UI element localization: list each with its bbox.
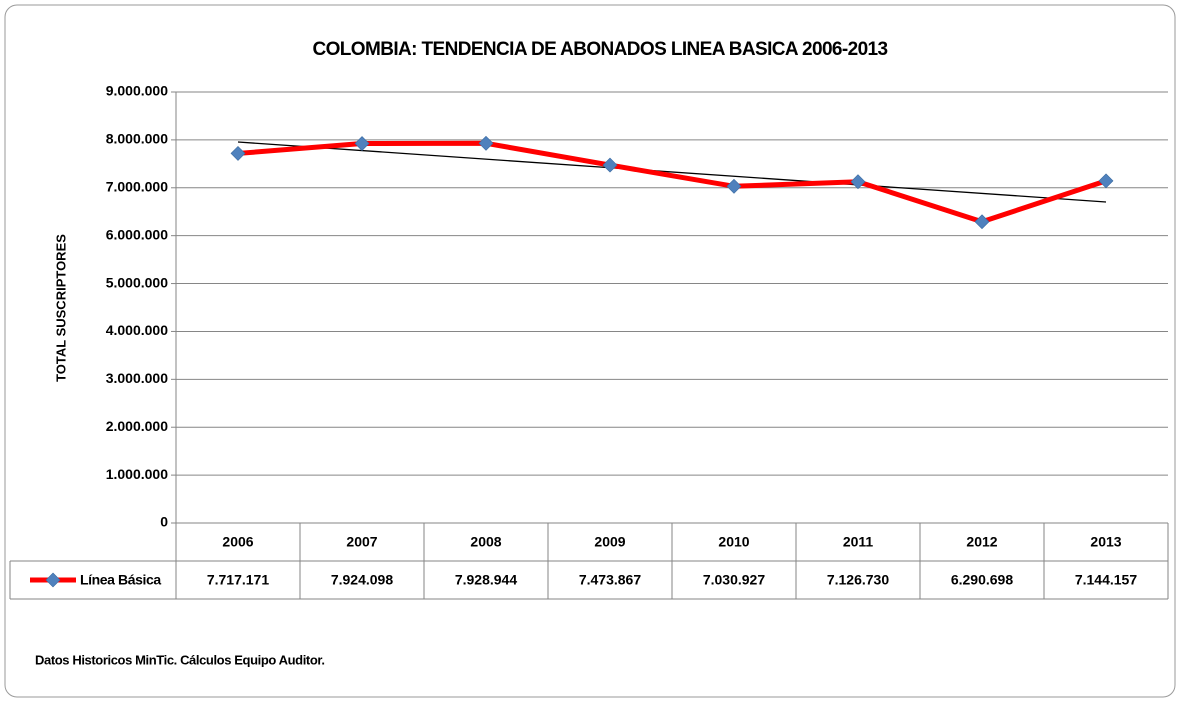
footnote: Datos Historicos MinTic. Cálculos Equipo… bbox=[35, 652, 325, 667]
y-tick-label: 1.000.000 bbox=[106, 466, 168, 482]
data-point bbox=[478, 135, 494, 151]
y-tick-label: 6.000.000 bbox=[106, 226, 168, 242]
x-tick-label: 2011 bbox=[843, 534, 874, 550]
chart-border bbox=[4, 4, 1176, 698]
y-tick-label: 8.000.000 bbox=[106, 131, 168, 147]
table-value: 6.290.698 bbox=[951, 572, 1013, 588]
x-tick-label: 2012 bbox=[966, 534, 997, 550]
data-point bbox=[1098, 173, 1114, 189]
legend-label: Línea Básica bbox=[80, 572, 161, 588]
x-tick-label: 2013 bbox=[1090, 534, 1121, 550]
table-value: 7.126.730 bbox=[827, 572, 889, 588]
chart-title: COLOMBIA: TENDENCIA DE ABONADOS LINEA BA… bbox=[313, 39, 888, 60]
y-tick-label: 9.000.000 bbox=[106, 83, 168, 99]
x-tick-label: 2010 bbox=[718, 534, 749, 550]
data-point bbox=[850, 174, 866, 190]
x-tick-label: 2009 bbox=[594, 534, 625, 550]
y-tick-label: 7.000.000 bbox=[106, 178, 168, 194]
series-line bbox=[237, 140, 1107, 225]
x-tick-label: 2008 bbox=[470, 534, 501, 550]
x-tick-label: 2007 bbox=[346, 534, 377, 550]
y-axis-label: TOTAL SUSCRIPTORES bbox=[53, 234, 68, 382]
legend-marker bbox=[45, 572, 61, 588]
data-point bbox=[230, 146, 246, 161]
table-value: 7.144.157 bbox=[1075, 572, 1137, 588]
table-value: 7.717.171 bbox=[207, 572, 269, 588]
y-tick-label: 2.000.000 bbox=[106, 418, 168, 434]
x-tick-label: 2006 bbox=[222, 534, 253, 550]
data-point bbox=[726, 178, 742, 194]
data-point bbox=[974, 214, 990, 230]
y-tick-label: 0 bbox=[160, 514, 168, 530]
table-value: 7.030.927 bbox=[703, 572, 765, 588]
table-value: 7.924.098 bbox=[331, 572, 393, 588]
data-point bbox=[602, 157, 618, 173]
y-tick-label: 5.000.000 bbox=[106, 274, 168, 290]
table-value: 7.928.944 bbox=[455, 572, 517, 588]
table-value: 7.473.867 bbox=[579, 572, 641, 588]
data-point bbox=[354, 136, 370, 151]
y-tick-label: 4.000.000 bbox=[106, 322, 168, 338]
trendline bbox=[237, 141, 1107, 203]
y-tick-label: 3.000.000 bbox=[106, 370, 168, 386]
